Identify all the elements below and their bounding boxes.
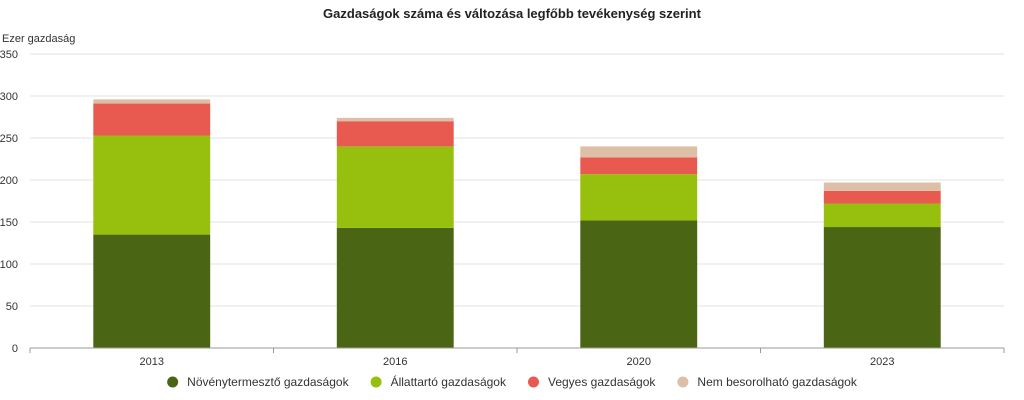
bar-segment[interactable] bbox=[336, 227, 454, 348]
y-tick-label: 150 bbox=[0, 217, 18, 229]
bar-segment[interactable] bbox=[823, 227, 941, 348]
bar-segment[interactable] bbox=[823, 203, 941, 228]
legend-item[interactable]: Vegyes gazdaságok bbox=[527, 375, 656, 389]
bar-segment[interactable] bbox=[823, 182, 941, 191]
bar-segment[interactable] bbox=[580, 174, 698, 221]
legend-marker bbox=[370, 376, 382, 388]
y-tick-label: 300 bbox=[0, 91, 18, 103]
x-tick-label: 2023 bbox=[870, 356, 894, 368]
legend-label: Állattartó gazdaságok bbox=[391, 374, 507, 389]
y-axis-label: Ezer gazdaság bbox=[2, 33, 75, 45]
y-tick-label: 350 bbox=[0, 49, 18, 61]
x-tick-label: 2016 bbox=[383, 356, 407, 368]
bar-segment[interactable] bbox=[336, 117, 454, 122]
bar-segment[interactable] bbox=[93, 99, 211, 104]
bars bbox=[93, 99, 941, 348]
bar-segment[interactable] bbox=[580, 146, 698, 158]
y-tick-label: 0 bbox=[12, 343, 18, 355]
y-tick-label: 200 bbox=[0, 175, 18, 187]
legend-item[interactable]: Állattartó gazdaságok bbox=[370, 374, 507, 389]
legend-label: Nem besorolható gazdaságok bbox=[697, 375, 857, 389]
legend-marker bbox=[527, 376, 539, 388]
bar-segment[interactable] bbox=[580, 157, 698, 175]
bar-segment[interactable] bbox=[336, 146, 454, 228]
legend-marker bbox=[677, 376, 689, 388]
y-tick-label: 100 bbox=[0, 259, 18, 271]
legend-item[interactable]: Nem besorolható gazdaságok bbox=[677, 375, 858, 389]
legend: Növénytermesztő gazdaságok Állattartó gaz… bbox=[167, 374, 858, 389]
legend-label: Növénytermesztő gazdaságok bbox=[187, 375, 349, 389]
x-tick-label: 2020 bbox=[627, 356, 651, 368]
bar-segment[interactable] bbox=[93, 234, 211, 348]
chart-title: Gazdaságok száma és változása legfőbb te… bbox=[323, 6, 702, 21]
legend-label: Vegyes gazdaságok bbox=[548, 375, 656, 389]
bar-segment[interactable] bbox=[93, 135, 211, 235]
bar-segment[interactable] bbox=[336, 121, 454, 147]
x-axis: 2013 2016 2020 2023 bbox=[29, 347, 1005, 368]
y-tick-label: 250 bbox=[0, 133, 18, 145]
bar-segment[interactable] bbox=[93, 103, 211, 136]
legend-marker bbox=[167, 376, 179, 388]
bar-segment[interactable] bbox=[580, 220, 698, 348]
y-axis-ticks: 0 50 100 150 200 250 300 350 bbox=[0, 49, 18, 355]
y-tick-label: 50 bbox=[6, 301, 18, 313]
x-tick-label: 2013 bbox=[140, 356, 164, 368]
legend-item[interactable]: Növénytermesztő gazdaságok bbox=[167, 375, 350, 389]
bar-segment[interactable] bbox=[823, 190, 941, 204]
